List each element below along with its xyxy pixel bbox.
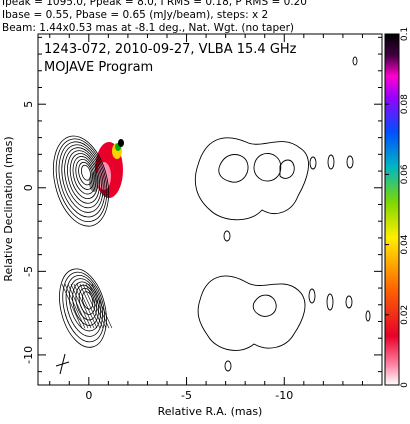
y-tick-label: -5 [22, 266, 35, 277]
y-tick-label: -10 [22, 346, 35, 364]
pol-vector [88, 283, 110, 329]
jet-contour [352, 56, 358, 66]
plot-title-line2: MOJAVE Program [44, 60, 153, 75]
jet-contour [308, 288, 316, 304]
jet-contour [224, 360, 232, 372]
x-axis-label: Relative R.A. (mas) [158, 405, 263, 418]
core-contour [82, 291, 94, 310]
header-line-base: Ibase = 0.55, Pbase = 0.65 (mJy/beam), s… [2, 9, 269, 21]
header-line-beam: Beam: 1.44x0.53 mas at -8.1 deg., Nat. W… [2, 22, 295, 34]
jet-contour [252, 294, 277, 317]
x-tick-label: 0 [85, 389, 92, 402]
jet-contour [346, 155, 354, 169]
beam-minor-axis [55, 361, 70, 367]
pol-vector [76, 283, 98, 329]
colorbar-tick-label: 0.04 [400, 234, 410, 254]
jet-contour [197, 275, 306, 351]
core-contour [75, 158, 95, 190]
pol-vector [82, 283, 104, 329]
core-contour [58, 141, 106, 218]
pol-vector [85, 283, 107, 329]
core-contour [67, 150, 100, 204]
pol-vector [64, 283, 86, 329]
jet-contour [194, 137, 309, 221]
core-contour [64, 147, 102, 209]
core-contour [65, 275, 103, 337]
colorbar-ticks: 0 0.02 0.04 0.06 0.08 0.1 [385, 27, 410, 388]
colorbar-tick-label: 0.06 [400, 164, 410, 184]
colorbar-tick-label: 0.02 [400, 305, 410, 325]
core-contour [81, 164, 91, 181]
core-contour [62, 271, 105, 343]
pol-vector [73, 283, 95, 329]
jet-contours-lower [197, 275, 371, 372]
colorbar-tick-label: 0 [400, 382, 410, 388]
core-contour [59, 268, 107, 348]
colorbar-tick-label: 0.1 [400, 27, 410, 41]
header-line-peak: Ipeak = 1095.0, Ppeak = 8.0, I RMS = 0.1… [2, 0, 307, 8]
jet-contour [365, 310, 371, 322]
plot-frame [37, 33, 383, 386]
x-tick-label: -10 [275, 389, 293, 402]
jet-contour [218, 154, 249, 183]
pol-vector [79, 283, 101, 329]
core-contour [69, 153, 99, 200]
jet-contour [279, 159, 295, 179]
jet-contour [309, 156, 317, 170]
core-contour [53, 135, 109, 227]
pol-vector [61, 283, 83, 329]
core-contour [72, 281, 100, 326]
core-contour [68, 278, 101, 332]
y-tick-label: 5 [22, 101, 35, 108]
jet-contours-upper [194, 56, 358, 242]
jet-contour [326, 293, 334, 311]
y-axis-label: Relative Declination (mas) [2, 136, 15, 281]
axis-ticks: 0 -5 -10 5 0 -5 -10 [22, 34, 382, 402]
plot-title-line1: 1243-072, 2010-09-27, VLBA 15.4 GHz [44, 42, 297, 57]
beam-marker [55, 353, 70, 375]
jet-contour [223, 230, 231, 242]
contours-upper [53, 135, 109, 227]
pol-vector [91, 283, 113, 329]
y-tick-label: 0 [22, 184, 35, 191]
colorbar-tick-label: 0.08 [400, 94, 410, 114]
jet-contour [253, 153, 282, 182]
core-contour [61, 144, 104, 213]
pol-fill-black [118, 139, 124, 147]
pol-vector [67, 283, 89, 329]
contours-lower [59, 268, 113, 348]
core-contour [55, 138, 108, 222]
core-contour [75, 284, 98, 321]
core-contour [78, 161, 93, 186]
pol-vector [70, 283, 92, 329]
core-contour [72, 156, 97, 195]
jet-contour [345, 295, 353, 309]
jet-contour [327, 154, 335, 170]
colorbar [384, 33, 400, 386]
x-tick-label: -5 [181, 389, 192, 402]
